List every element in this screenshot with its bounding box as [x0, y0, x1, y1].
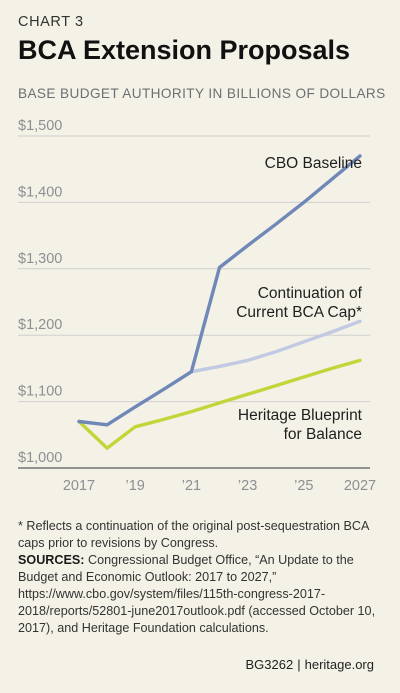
sources: SOURCES: Congressional Budget Office, “A…: [18, 552, 386, 637]
chart-notes: * Reflects a continuation of the origina…: [18, 518, 386, 637]
y-tick-label-3: $1,200: [18, 317, 62, 333]
x-tick-label-0: 2017: [63, 478, 95, 494]
chart-kicker: CHART 3: [18, 14, 84, 30]
line-chart: $1,500 $1,400 $1,300 $1,200 $1,100 $1,000 201…: [18, 118, 376, 494]
footer: BG3262 | heritage.org: [246, 657, 374, 672]
annotations: CBO Baseline Continuation of Current BCA C…: [236, 155, 362, 443]
y-tick-label-2: $1,300: [18, 251, 62, 267]
chart-title: BCA Extension Proposals: [18, 35, 351, 65]
x-tick-label-3: ’23: [238, 478, 257, 494]
annotation-2-line-0: Heritage Blueprint: [238, 407, 363, 424]
annotation-0: CBO Baseline: [265, 155, 362, 172]
x-tick-label-4: ’25: [294, 478, 313, 494]
footer-separator: |: [297, 657, 301, 672]
chart-subtitle: BASE BUDGET AUTHORITY IN BILLIONS OF DOL…: [18, 86, 386, 101]
series-line-2: [77, 358, 362, 450]
x-tick-label-2: ’21: [182, 478, 201, 494]
site-link[interactable]: heritage.org: [304, 657, 374, 672]
x-tick-label-5: 2027: [344, 478, 376, 494]
gridlines: [18, 135, 370, 469]
x-tick-label-1: ’19: [126, 478, 145, 494]
annotation-2: Heritage Blueprint for Balance: [238, 407, 363, 443]
series-line-1: [189, 319, 362, 374]
y-tick-label-1: $1,400: [18, 184, 62, 200]
y-axis-ticks: $1,500 $1,400 $1,300 $1,200 $1,100 $1,000: [18, 118, 62, 466]
y-tick-label-5: $1,000: [18, 450, 62, 466]
footnote: * Reflects a continuation of the origina…: [18, 519, 369, 550]
x-axis-ticks: 2017 ’19 ’21 ’23 ’25 2027: [63, 478, 376, 494]
annotation-2-line-1: for Balance: [284, 426, 362, 443]
series-lines: [77, 154, 362, 450]
y-tick-label-0: $1,500: [18, 118, 62, 134]
series-line-0: [77, 154, 362, 427]
sources-text: Congressional Budget Office, “An Update …: [18, 553, 376, 635]
report-code: BG3262: [245, 657, 294, 672]
annotation-1-line-0: Continuation of: [258, 285, 363, 302]
y-tick-label-4: $1,100: [18, 384, 62, 400]
annotation-0-line-0: CBO Baseline: [265, 155, 362, 172]
annotation-1: Continuation of Current BCA Cap*: [236, 285, 362, 321]
sources-label: SOURCES:: [18, 553, 85, 567]
annotation-1-line-1: Current BCA Cap*: [236, 304, 362, 321]
